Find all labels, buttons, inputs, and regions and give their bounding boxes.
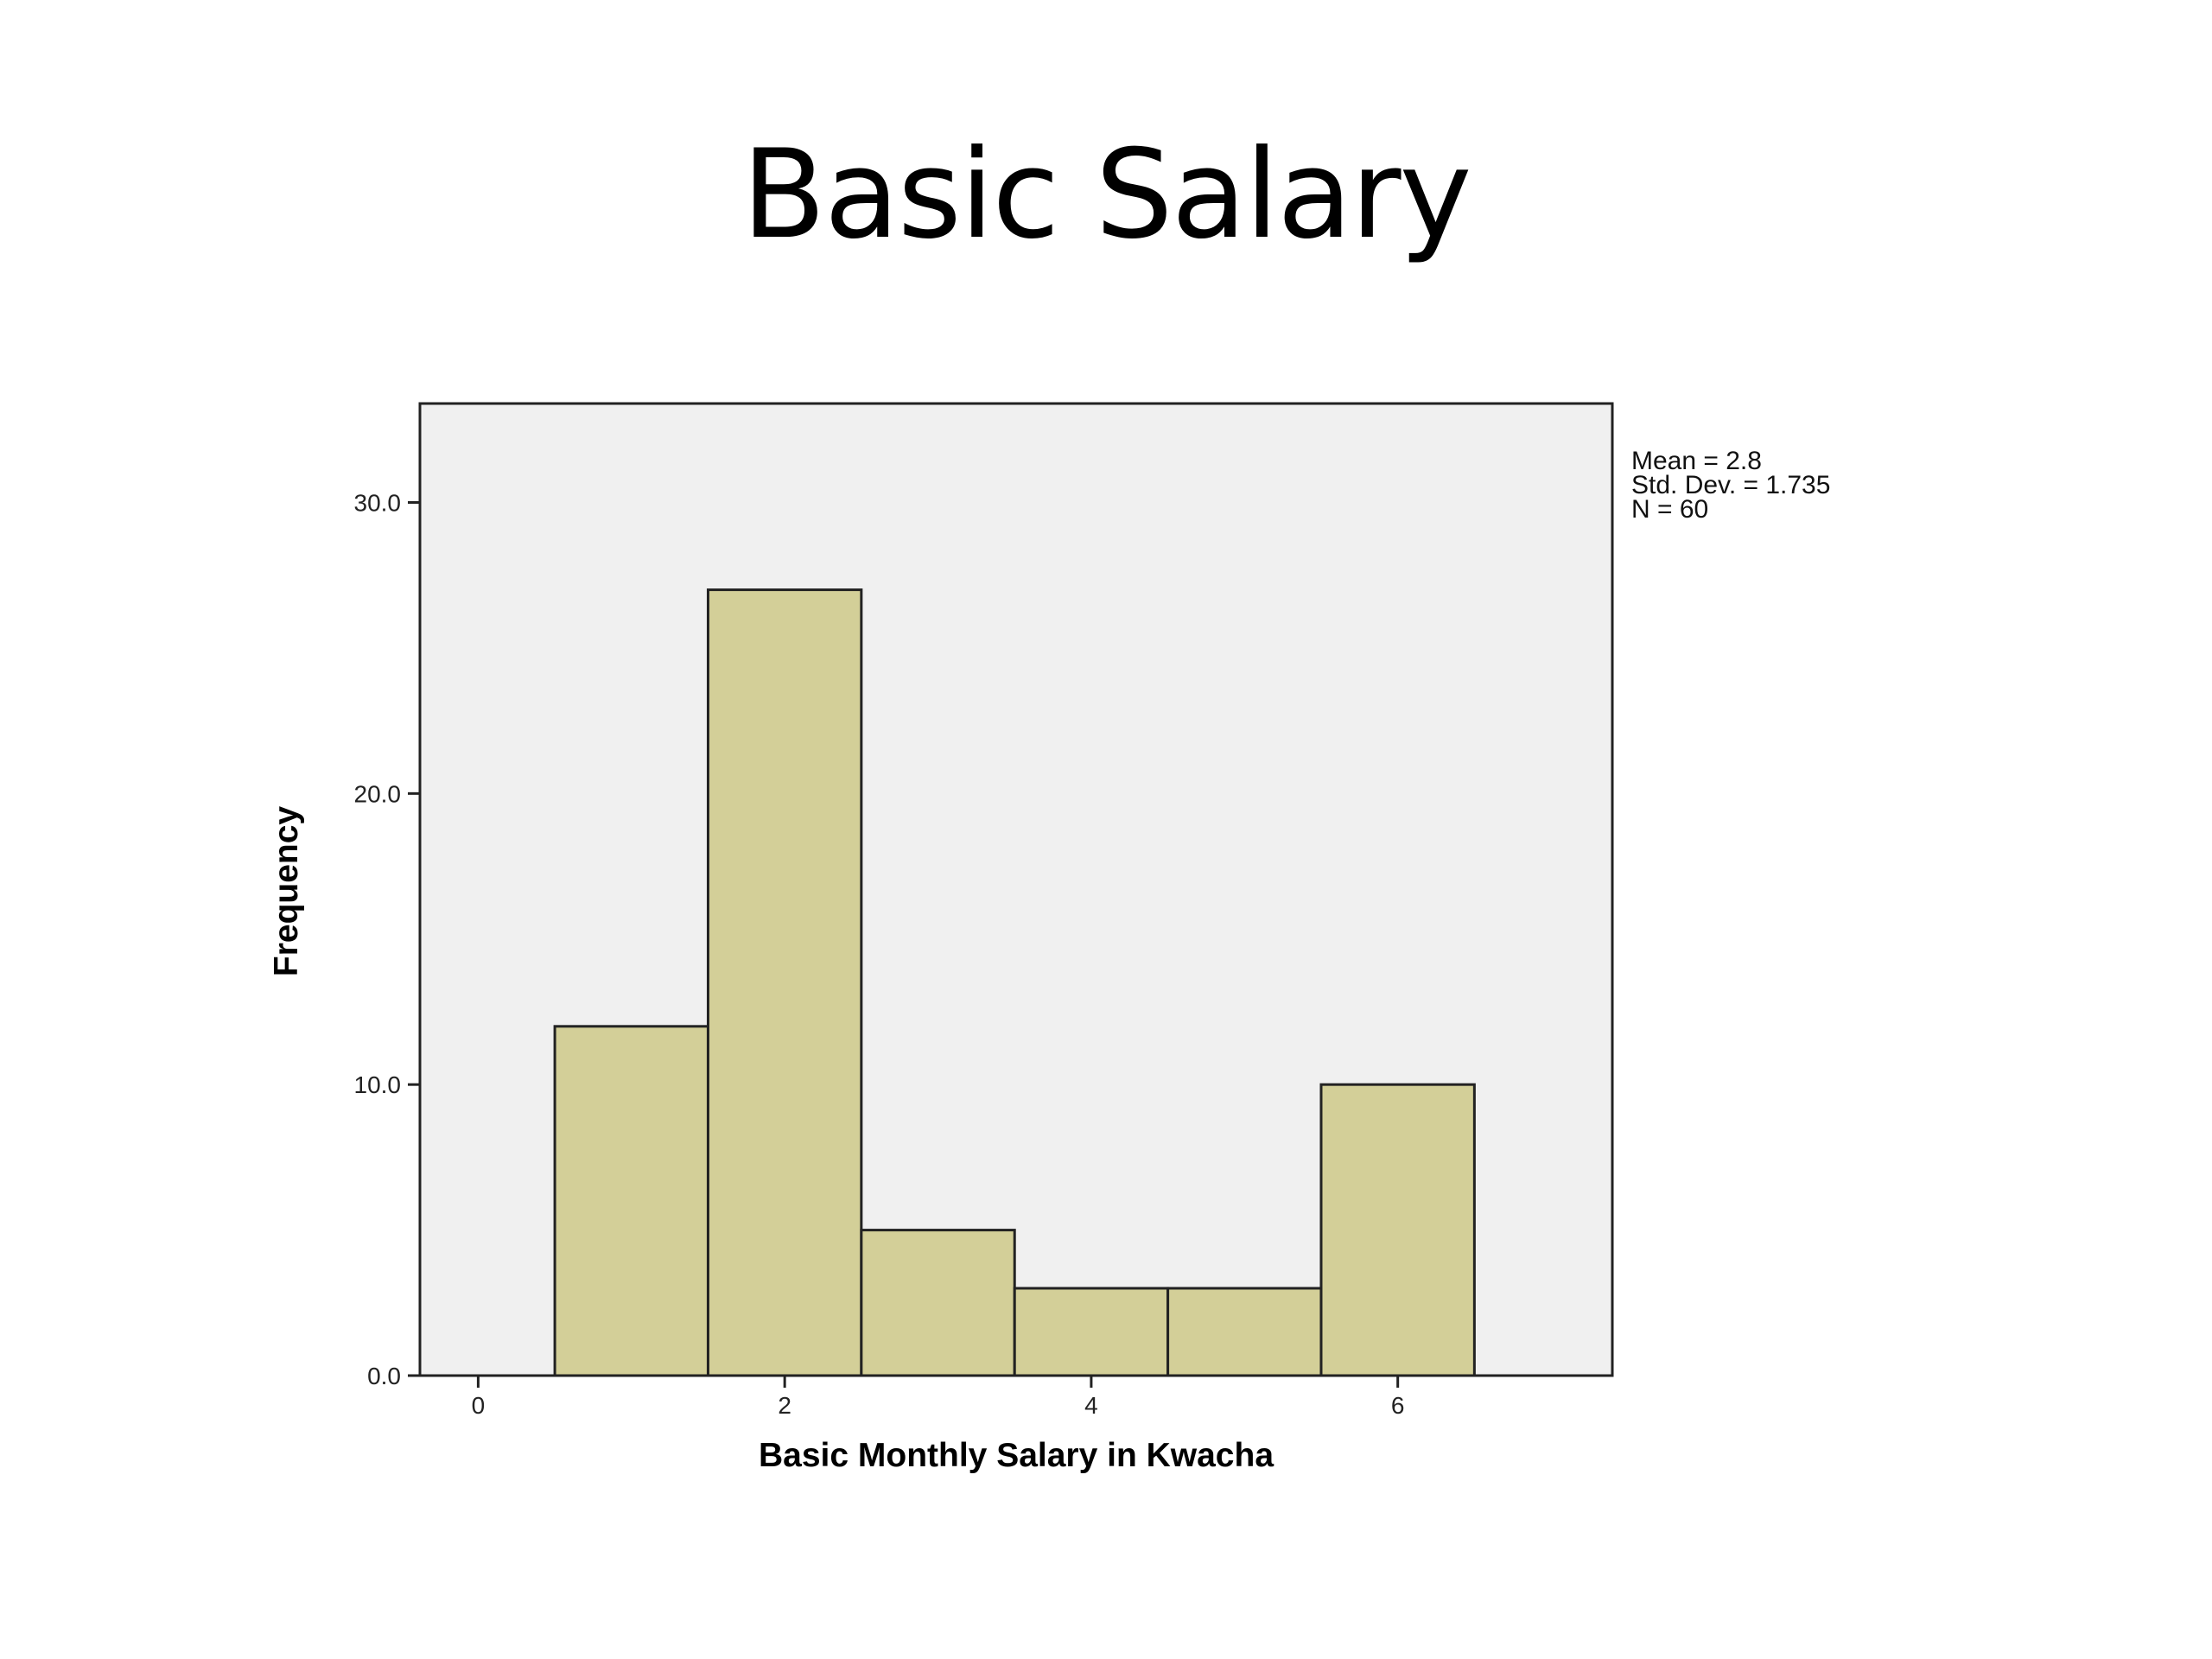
- bars-group: [553, 588, 1476, 1377]
- y-axis-title: Frequency: [268, 806, 305, 977]
- x-tick-label: 0: [472, 1392, 486, 1419]
- plot-frame: [418, 402, 1614, 1377]
- y-tick-label: 30.0: [354, 490, 402, 517]
- x-axis-title: Basic Monthly Salary in Kwacha: [759, 1437, 1274, 1474]
- x-tick-label: 2: [778, 1392, 791, 1419]
- histogram-bar-4: [1013, 1287, 1170, 1377]
- y-tick-label: 20.0: [354, 780, 402, 807]
- y-tick-label: 10.0: [354, 1071, 402, 1098]
- y-axis: 0.0 10.0 20.0 30.0: [354, 490, 420, 1389]
- stats-std-dev: Std. Dev. = 1.735: [1631, 471, 1830, 499]
- x-axis: 0 2 4 6: [472, 1376, 1405, 1419]
- histogram-bar-1: [553, 1025, 709, 1377]
- histogram-bar-3: [860, 1229, 1016, 1377]
- x-tick-label: 6: [1391, 1392, 1405, 1419]
- histogram-bar-6: [1319, 1083, 1476, 1377]
- histogram-bar-5: [1166, 1287, 1323, 1377]
- stats-mean: Mean = 2.8: [1631, 447, 1762, 475]
- slide-title: Basic Salary: [741, 124, 1471, 266]
- x-tick-label: 4: [1084, 1392, 1098, 1419]
- stats-n: N = 60: [1631, 495, 1708, 524]
- y-tick-label: 0.0: [367, 1363, 401, 1389]
- histogram-bar-2: [706, 588, 863, 1377]
